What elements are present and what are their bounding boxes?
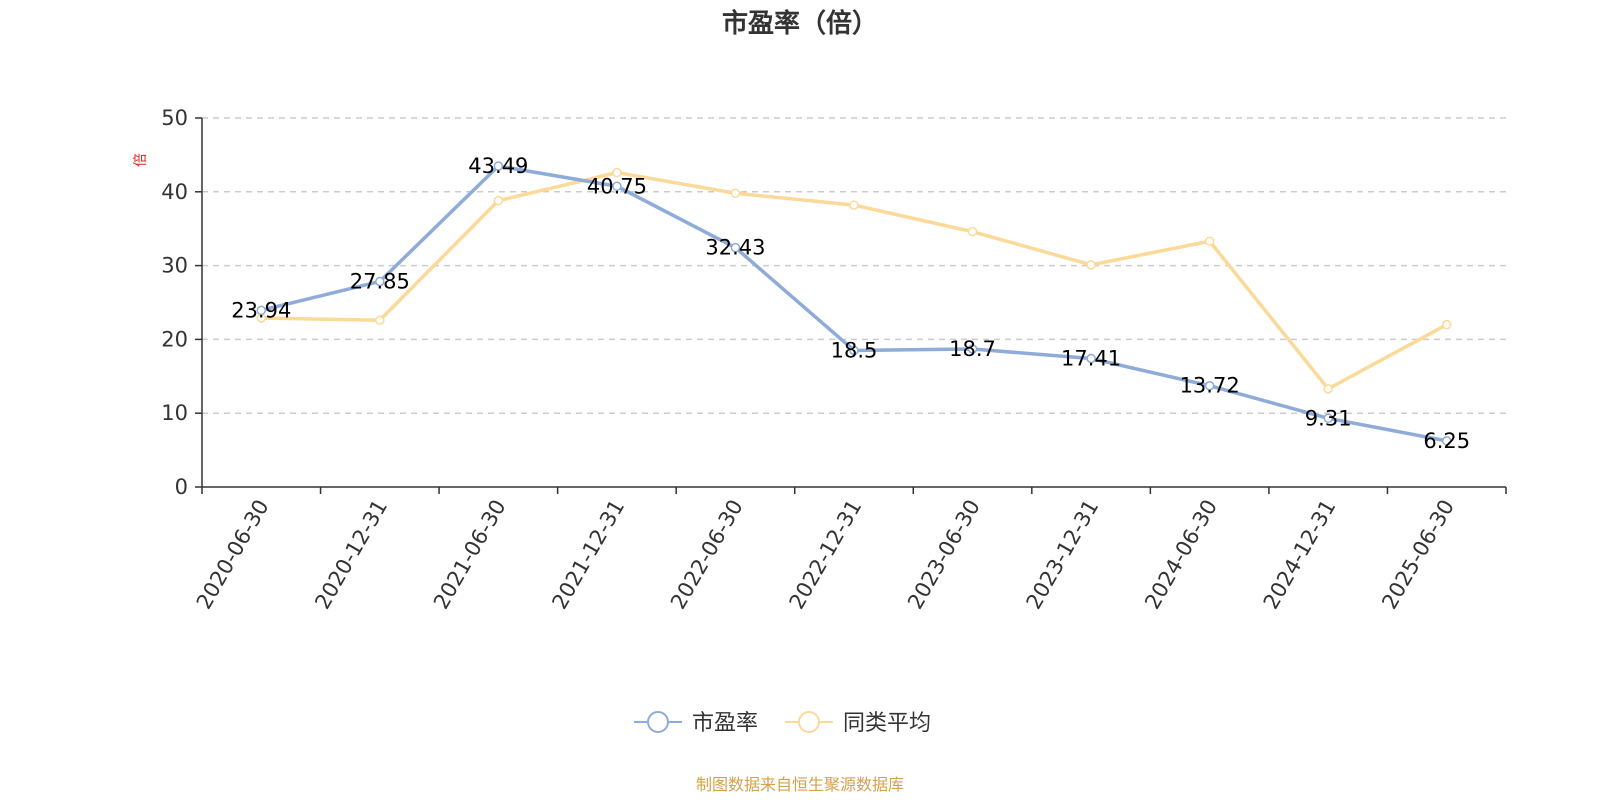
x-tick-label: 2023-12-31 [1022, 496, 1104, 614]
data-labels: 23.94 27.85 43.49 40.75 32.43 18.5 18.7 17.41 13… [231, 154, 1470, 453]
y-tick-label: 50 [161, 106, 188, 130]
data-point [1086, 260, 1096, 270]
legend-label: 同类平均 [843, 711, 931, 736]
y-tick-label: 40 [161, 180, 188, 204]
data-point [849, 345, 859, 356]
x-tick-label: 2023-06-30 [903, 495, 985, 613]
data-label: 40.75 [587, 174, 647, 198]
source-note: 制图数据来自恒生聚源数据库 [696, 775, 904, 794]
data-point [1441, 436, 1452, 446]
y-tick-label: 0 [175, 475, 188, 499]
data-label: 9.31 [1305, 406, 1352, 430]
y-tick-label: 30 [161, 254, 188, 278]
data-point [730, 188, 741, 199]
data-label: 32.43 [705, 236, 765, 260]
x-tick-label: 2024-06-30 [1140, 496, 1222, 614]
x-tick-label: 2022-06-30 [666, 496, 748, 614]
data-point [1323, 413, 1333, 424]
data-label: 18.7 [949, 337, 996, 361]
data-point [375, 315, 385, 325]
legend-item[interactable]: 同类平均 [785, 711, 931, 736]
legend-item[interactable]: 市盈率 [634, 711, 758, 736]
x-tick-label: 2021-06-30 [429, 496, 511, 614]
data-point [612, 181, 622, 192]
x-tick-label: 2020-12-31 [310, 496, 392, 614]
data-point [493, 195, 504, 206]
legend-marker [647, 711, 669, 733]
data-point [1086, 353, 1096, 364]
data-label: 17.41 [1061, 347, 1121, 371]
data-point [493, 161, 504, 171]
data-point [967, 226, 978, 237]
data-point [1204, 380, 1215, 391]
data-label: 43.49 [468, 154, 528, 178]
data-point [375, 276, 385, 287]
legend-marker [798, 711, 820, 733]
data-point [256, 305, 267, 316]
data-point [967, 344, 978, 354]
legend[interactable]: 市盈率 同类平均 [634, 711, 931, 736]
legend-label: 市盈率 [692, 711, 758, 736]
data-point [1204, 236, 1215, 246]
data-label: 6.25 [1423, 429, 1470, 453]
data-label: 13.72 [1180, 374, 1240, 398]
y-tick-label: 10 [161, 401, 188, 425]
y-axis-unit-label: 倍 [133, 153, 149, 167]
x-tick-label: 2022-12-31 [785, 496, 867, 614]
y-tick-label: 20 [161, 327, 188, 351]
series-layer [256, 161, 1452, 446]
data-point [612, 167, 622, 178]
x-tick-label: 2021-12-31 [547, 496, 629, 614]
data-label: 27.85 [350, 269, 410, 293]
data-label: 18.5 [831, 338, 878, 362]
data-point [1323, 384, 1333, 394]
data-point [849, 200, 859, 210]
data-point [1441, 319, 1452, 330]
x-tick-label: 2024-12-31 [1259, 496, 1341, 614]
data-point [730, 242, 741, 253]
x-tick-label: 2025-06-30 [1377, 496, 1459, 614]
chart-title: 市盈率（倍） [722, 8, 878, 39]
x-tick-label: 2020-06-30 [192, 496, 274, 614]
data-label: 23.94 [231, 298, 291, 322]
grid-lines [202, 117, 1506, 414]
